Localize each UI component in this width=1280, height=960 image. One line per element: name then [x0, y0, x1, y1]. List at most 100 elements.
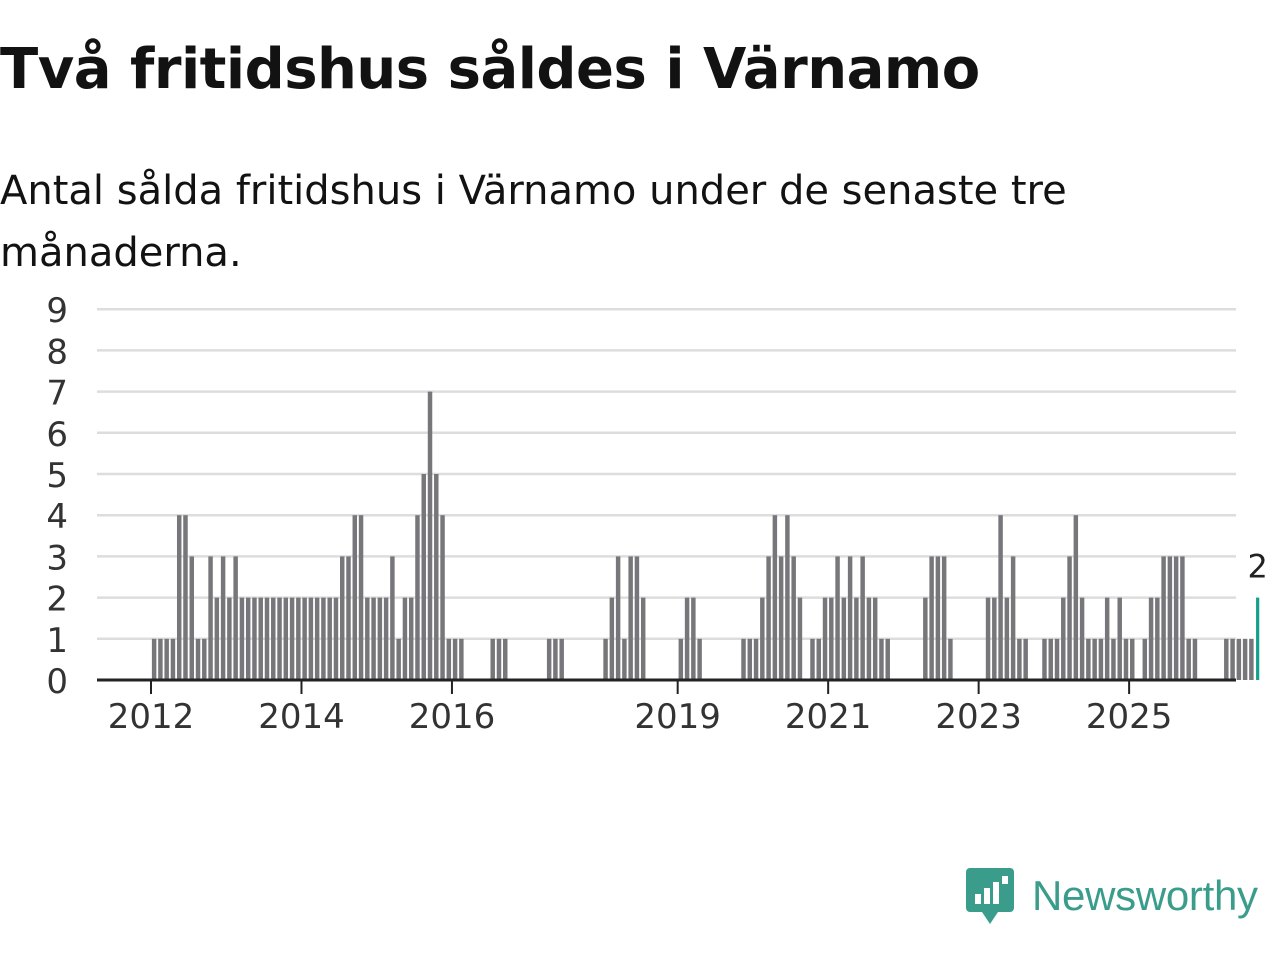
bar [1104, 597, 1110, 680]
bar [1117, 597, 1122, 680]
bar [760, 597, 765, 680]
bar [766, 556, 771, 680]
bar [866, 597, 872, 680]
bar [365, 597, 370, 680]
bar [208, 556, 213, 680]
bar [383, 597, 389, 680]
bar [434, 474, 439, 680]
bar [791, 556, 796, 680]
bar [559, 638, 564, 680]
bar [408, 597, 414, 680]
bar [684, 597, 690, 680]
bar [1061, 597, 1066, 680]
bar [829, 597, 834, 680]
bar [929, 556, 934, 680]
bar [440, 515, 445, 680]
bar [1224, 638, 1229, 680]
bar [785, 515, 790, 680]
bar [691, 597, 696, 680]
x-tick-label: 2025 [1086, 697, 1173, 737]
y-tick-label: 5 [46, 456, 68, 496]
bar [452, 638, 458, 680]
bar [271, 597, 276, 680]
x-tick-label: 2014 [258, 697, 345, 737]
bar [1242, 638, 1248, 680]
bar [1079, 597, 1085, 680]
bar [302, 597, 307, 680]
bar [948, 638, 953, 680]
bar [1086, 638, 1091, 680]
bar [860, 556, 865, 680]
bar [609, 597, 615, 680]
bar [164, 638, 169, 680]
bar [327, 597, 332, 680]
bar [772, 515, 778, 680]
chart-subtitle: Antal sålda fritidshus i Värnamo under d… [0, 168, 1067, 276]
bar [1192, 638, 1198, 680]
bar [396, 638, 401, 680]
bar [640, 597, 646, 680]
bar [1004, 597, 1010, 680]
y-tick-label: 0 [46, 662, 68, 702]
bar [158, 638, 163, 680]
bar [1092, 638, 1097, 680]
bar [459, 638, 464, 680]
data-label-last: 2 [1247, 548, 1267, 586]
bar [239, 597, 245, 680]
bar [622, 638, 627, 680]
brand-logo: Newsworthy [964, 864, 1258, 928]
y-tick-label: 7 [46, 374, 68, 414]
bar [1098, 638, 1104, 680]
bar [1054, 638, 1060, 680]
bar [308, 597, 314, 680]
x-tick-label: 2023 [935, 697, 1022, 737]
bar [340, 556, 345, 680]
bar [227, 597, 232, 680]
y-tick-label: 6 [46, 415, 68, 455]
bar [233, 556, 238, 680]
bar [220, 556, 226, 680]
bar [992, 597, 997, 680]
bar [170, 638, 176, 680]
bar [245, 597, 251, 680]
annotations: 2 [1247, 548, 1267, 586]
bar [258, 597, 263, 680]
bar [1180, 556, 1185, 680]
bar [264, 597, 270, 680]
bar [603, 638, 608, 680]
bar [678, 638, 684, 680]
bar [296, 597, 301, 680]
bar [151, 638, 157, 680]
bar [176, 515, 182, 680]
bar [390, 556, 395, 680]
bars [151, 391, 1260, 680]
bar [202, 638, 207, 680]
x-tick-label: 2019 [634, 697, 721, 737]
bar [872, 597, 878, 680]
bar [615, 556, 621, 680]
bar [321, 597, 326, 680]
bar [628, 556, 633, 680]
bar [421, 474, 426, 680]
bar [822, 597, 828, 680]
x-tick-label: 2021 [785, 697, 872, 737]
bar [1130, 638, 1135, 680]
y-tick-label: 3 [46, 538, 68, 578]
bar [358, 515, 364, 680]
bar [998, 515, 1003, 680]
gridlines [97, 307, 1236, 641]
bar [847, 556, 853, 680]
bar [1017, 638, 1022, 680]
bar [810, 638, 815, 680]
bar [490, 638, 495, 680]
bar [314, 597, 320, 680]
bar [1010, 556, 1016, 680]
chart-title: Två fritidshus såldes i Värnamo [0, 37, 980, 102]
bar [1230, 638, 1235, 680]
bar [816, 638, 821, 680]
bar [797, 597, 803, 680]
bar [854, 597, 859, 680]
bar [446, 638, 452, 680]
bar [283, 597, 289, 680]
